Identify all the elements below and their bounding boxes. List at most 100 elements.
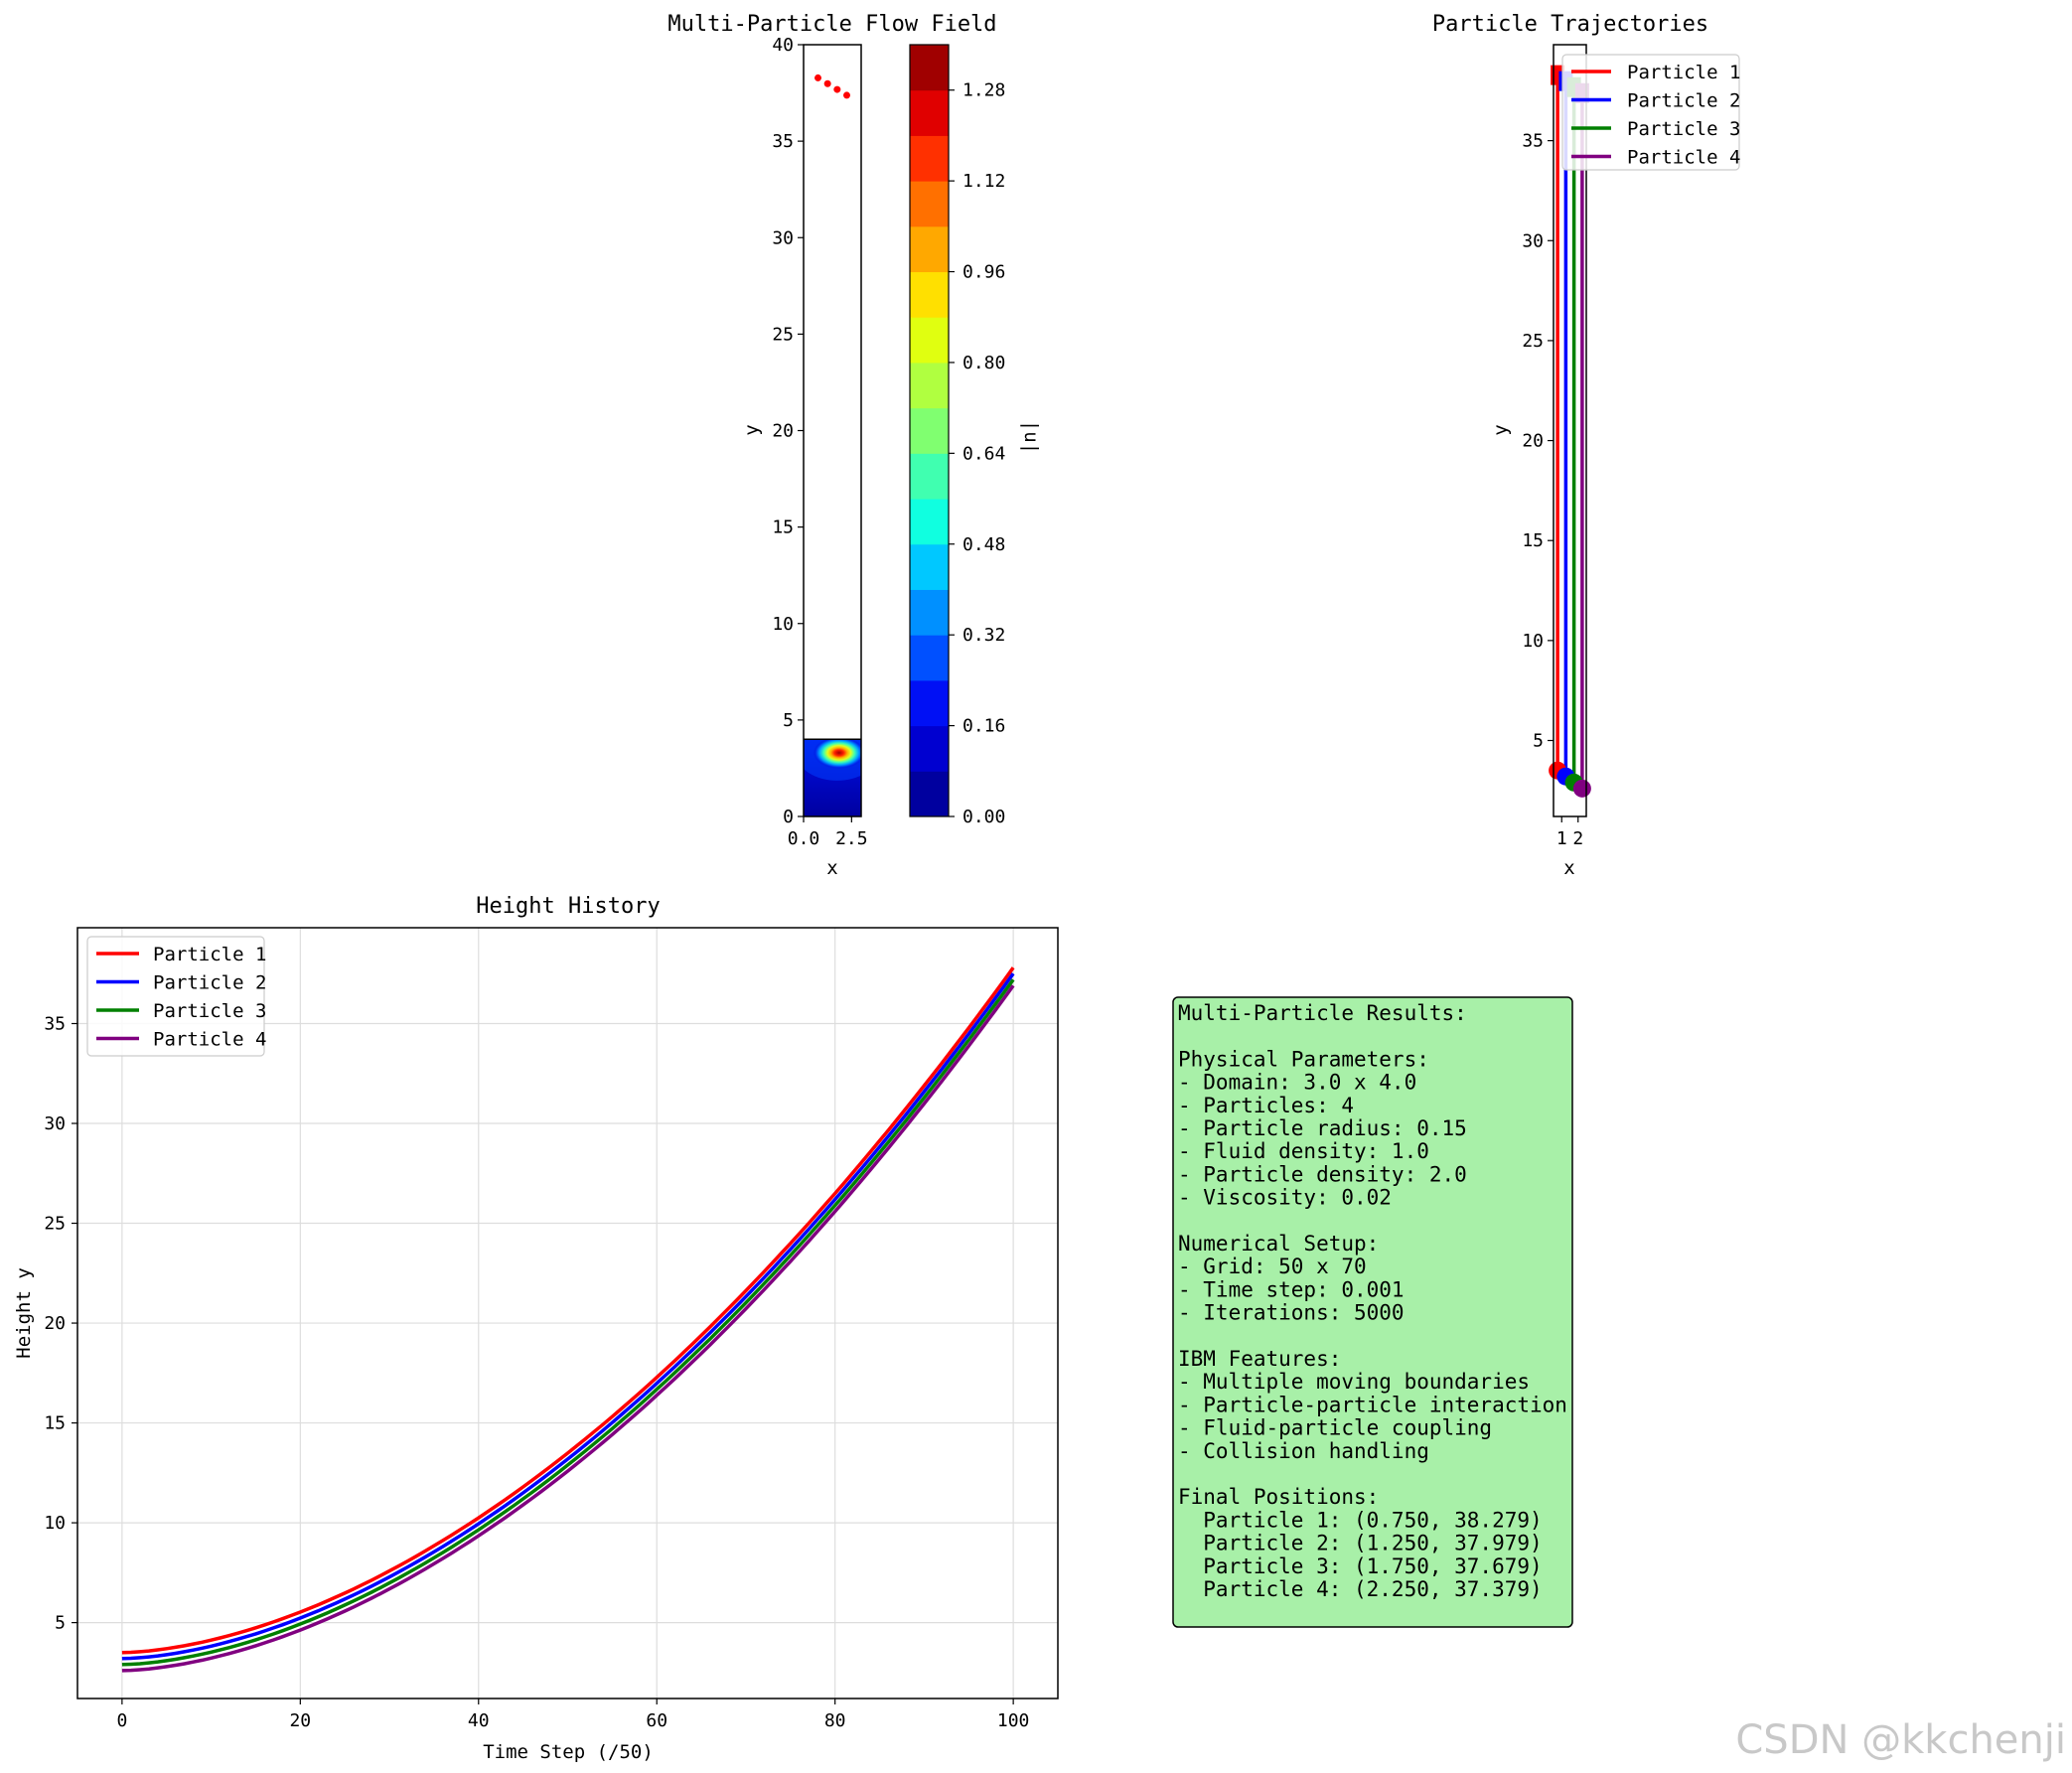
flow-field-particle-marker <box>843 91 850 99</box>
trajectories-y-tick-label: 30 <box>1522 230 1544 251</box>
colorbar-level <box>910 317 949 364</box>
results-info-line: - Viscosity: 0.02 <box>1178 1186 1392 1210</box>
results-info-line: Numerical Setup: <box>1178 1232 1379 1256</box>
flow-field-particle-marker <box>814 74 821 81</box>
flow-field-y-tick-label: 15 <box>772 517 794 538</box>
results-info-line: - Fluid-particle coupling <box>1178 1416 1492 1440</box>
height-history-x-tick-label: 20 <box>289 1710 311 1731</box>
results-info-line: Multi-Particle Results: <box>1178 1001 1467 1025</box>
flow-field-y-tick-label: 25 <box>772 324 794 345</box>
flow-field-ylabel: y <box>741 424 763 435</box>
height-history-y-tick-label: 10 <box>44 1513 66 1534</box>
colorbar-level <box>910 181 949 227</box>
height-history-x-tick-label: 0 <box>116 1710 127 1731</box>
trajectories-ylabel: y <box>1490 424 1512 435</box>
trajectory-start-marker <box>1572 779 1591 798</box>
height-history-y-tick-label: 20 <box>44 1313 66 1334</box>
colorbar-tick-label: 0.32 <box>962 625 1005 646</box>
trajectories-y-tick-label: 25 <box>1522 331 1544 352</box>
flow-field-y-tick-label: 10 <box>772 614 794 635</box>
colorbar-frame <box>909 44 950 817</box>
trajectories-xlabel: x <box>1563 857 1574 879</box>
height-history-y-tick-label: 15 <box>44 1413 66 1434</box>
height-history-x-tick-label: 80 <box>824 1710 846 1731</box>
results-info-line: - Particle-particle interaction <box>1178 1393 1567 1416</box>
height-history-ylabel: Height y <box>13 1267 35 1359</box>
flow-field-x-tick-label: 2.5 <box>835 828 868 849</box>
colorbar-level <box>910 589 949 636</box>
height-history-line <box>121 972 1015 1661</box>
height-history-panel: Height History 5 10 15 20 25 30 35 0 20 40 60 80 10… <box>13 894 1059 1763</box>
height-history-axes-frame <box>76 927 1059 1699</box>
height-history-line <box>121 978 1015 1667</box>
colorbar-level <box>910 543 949 590</box>
colorbar-level <box>910 362 949 409</box>
height-history-y-tick-label: 5 <box>55 1613 66 1634</box>
flow-field-axes-frame <box>803 44 862 817</box>
flow-field-xlabel: x <box>826 857 837 879</box>
height-history-line <box>121 966 1015 1655</box>
results-info-line: Final Positions: <box>1178 1485 1379 1509</box>
flow-field-contour <box>804 738 861 816</box>
flow-field-y-tick-label: 5 <box>783 710 794 731</box>
colorbar-level <box>910 271 949 318</box>
flow-field-y-tick-label: 0 <box>783 807 794 827</box>
results-info-text: Multi-Particle Results: Physical Paramete… <box>1178 1001 1567 1601</box>
colorbar-label: |u| <box>1020 420 1042 454</box>
colorbar-tick-label: 0.64 <box>962 443 1005 464</box>
trajectories-x-tick-label: 2 <box>1572 828 1583 849</box>
results-info-line: Physical Parameters: <box>1178 1047 1429 1071</box>
results-info-line: - Particles: 4 <box>1178 1094 1354 1117</box>
results-info-line: - Time step: 0.001 <box>1178 1277 1405 1301</box>
trajectories-legend-label: Particle 2 <box>1627 90 1740 112</box>
height-history-lines <box>121 966 1015 1673</box>
height-history-legend-label: Particle 1 <box>153 944 266 965</box>
height-history-xlabel: Time Step (/50) <box>483 1741 654 1763</box>
height-history-line <box>121 984 1015 1673</box>
colorbar-levels <box>910 45 949 817</box>
flow-field-region <box>804 739 861 816</box>
colorbar-tick-label: 1.12 <box>962 171 1005 192</box>
colorbar-tick-label: 0.16 <box>962 716 1005 737</box>
watermark: CSDN @kkchenji <box>1735 1717 2066 1763</box>
colorbar-tick-label: 0.96 <box>962 262 1005 283</box>
height-history-y-tick-label: 30 <box>44 1113 66 1134</box>
flow-field-particle-marker <box>823 79 831 87</box>
colorbar-tick-label: 0.00 <box>962 807 1005 827</box>
height-history-x-tick-label: 60 <box>646 1710 667 1731</box>
height-history-x-tick-label: 40 <box>468 1710 490 1731</box>
colorbar-level <box>910 725 949 772</box>
height-history-legend: Particle 1 Particle 2 Particle 3 Particle 4 <box>86 936 266 1057</box>
flow-field-panel: Multi-Particle Flow Field 0 5 10 15 20 25 30 35… <box>667 12 996 879</box>
colorbar-level <box>910 135 949 182</box>
results-info-line: - Iterations: 5000 <box>1178 1301 1405 1325</box>
flow-field-x-ticks: 0.0 2.5 <box>788 816 868 849</box>
results-info-line: Particle 1: (0.750, 38.279) <box>1178 1508 1543 1532</box>
flow-field-y-tick-label: 20 <box>772 421 794 442</box>
height-history-title: Height History <box>476 894 660 919</box>
colorbar-tick-label: 0.48 <box>962 534 1005 555</box>
flow-field-particle-markers <box>814 74 850 99</box>
flow-field-y-tick-label: 35 <box>772 131 794 152</box>
results-info-line: Particle 3: (1.750, 37.679) <box>1178 1554 1543 1578</box>
height-history-y-tick-label: 35 <box>44 1013 66 1034</box>
trajectories-legend-label: Particle 1 <box>1627 62 1740 83</box>
flow-field-hotspot <box>813 739 861 769</box>
results-info-line: - Particle density: 2.0 <box>1178 1162 1467 1186</box>
trajectories-y-tick-label: 35 <box>1522 131 1544 152</box>
flow-field-x-tick-label: 0.0 <box>788 828 820 849</box>
colorbar-level <box>910 679 949 727</box>
height-history-legend-label: Particle 2 <box>153 972 266 994</box>
flow-field-y-tick-label: 30 <box>772 227 794 248</box>
colorbar-level <box>910 453 949 500</box>
colorbar-ticks: 0.00 0.16 0.32 0.48 0.64 0.80 0.96 1.12 1.28 <box>949 80 1005 827</box>
colorbar-level <box>910 635 949 681</box>
height-history-x-tick-label: 100 <box>997 1710 1030 1731</box>
height-history-x-ticks: 0 20 40 60 80 100 <box>116 1699 1029 1731</box>
trajectory-lines <box>1549 65 1591 798</box>
colorbar: 0.00 0.16 0.32 0.48 0.64 0.80 0.96 1.12 1.28 |u| <box>909 44 1042 827</box>
trajectories-y-tick-label: 20 <box>1522 431 1544 452</box>
trajectories-y-tick-label: 5 <box>1533 731 1544 752</box>
